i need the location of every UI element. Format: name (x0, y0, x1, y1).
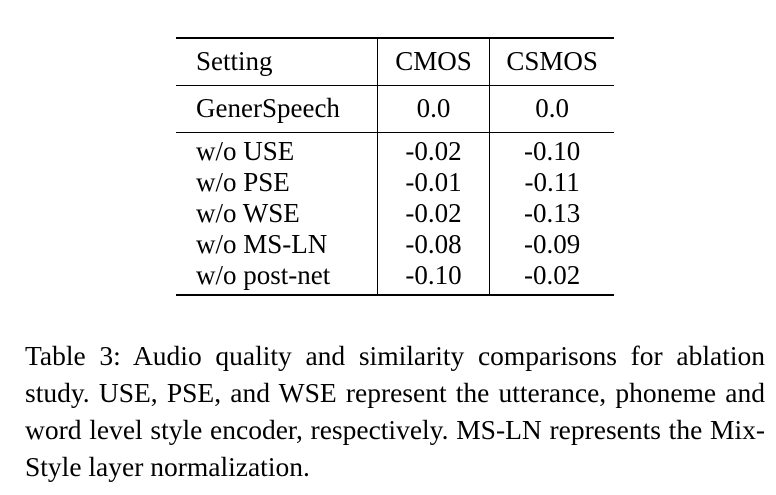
row-setting: w/o USE (176, 132, 378, 167)
baseline-setting: GenerSpeech (176, 85, 378, 133)
ablation-table-container: Setting CMOS CSMOS GenerSpeech 0.0 0.0 w… (176, 37, 614, 296)
row-csmos: -0.13 (523, 198, 581, 228)
table-row: w/o PSE -0.01 -0.11 (176, 167, 614, 198)
table-header-row: Setting CMOS CSMOS (176, 38, 614, 86)
table-baseline-row: GenerSpeech 0.0 0.0 (176, 85, 614, 133)
row-cmos: -0.10 (377, 260, 491, 295)
row-cmos: -0.08 (377, 229, 491, 260)
row-csmos: -0.11 (524, 167, 580, 197)
table-row: w/o post-net -0.10 -0.02 (176, 260, 614, 295)
header-csmos: CSMOS (506, 46, 598, 76)
row-csmos: -0.02 (523, 260, 581, 290)
baseline-csmos: 0.0 (489, 85, 614, 133)
row-cmos: -0.01 (377, 167, 491, 198)
baseline-cmos: 0.0 (377, 85, 491, 133)
row-setting: w/o WSE (176, 198, 378, 229)
row-setting: w/o post-net (176, 260, 378, 295)
row-setting: w/o PSE (176, 167, 378, 198)
table-caption: Table 3: Audio quality and similarity co… (25, 340, 765, 482)
ablation-table: Setting CMOS CSMOS GenerSpeech 0.0 0.0 w… (176, 37, 614, 296)
table-row: w/o WSE -0.02 -0.13 (176, 198, 614, 229)
table-row: w/o MS-LN -0.08 -0.09 (176, 229, 614, 260)
row-csmos: -0.10 (489, 132, 614, 167)
table-row: w/o USE -0.02 -0.10 (176, 132, 614, 167)
row-setting: w/o MS-LN (176, 229, 378, 260)
row-cmos: -0.02 (377, 198, 491, 229)
header-cmos: CMOS (377, 38, 491, 86)
header-setting: Setting (176, 38, 378, 86)
row-cmos: -0.02 (377, 132, 491, 167)
row-csmos: -0.09 (523, 229, 581, 259)
